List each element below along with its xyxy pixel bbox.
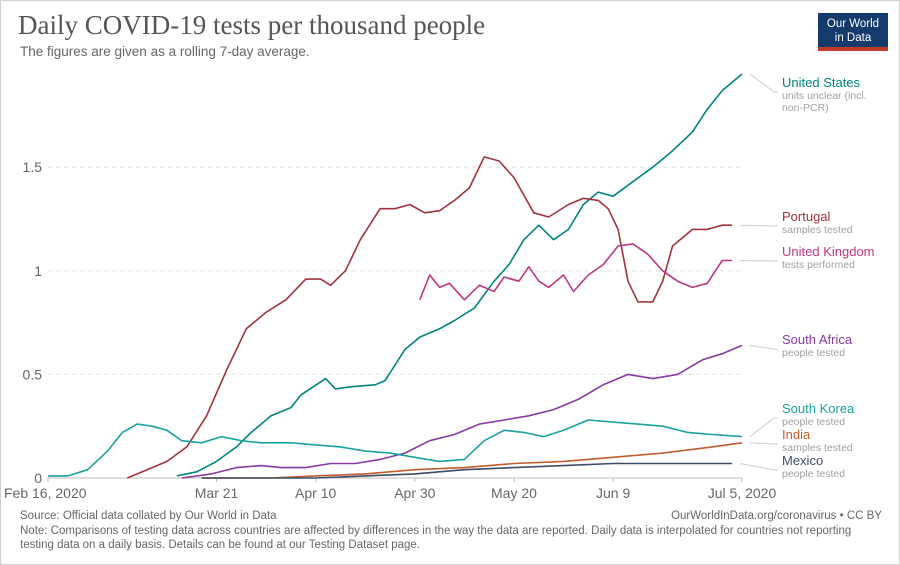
chart-title: Daily COVID-19 tests per thousand people bbox=[18, 10, 486, 40]
legend-label: Portugal bbox=[782, 209, 831, 224]
legend-label: India bbox=[782, 427, 811, 442]
legend-note-line: non-PCR) bbox=[782, 102, 829, 114]
legend-note: people tested bbox=[782, 416, 845, 428]
x-tick-label: Feb 16, 2020 bbox=[4, 485, 87, 501]
y-tick-label: 1.5 bbox=[23, 159, 43, 175]
x-tick-label: Jul 5, 2020 bbox=[708, 485, 777, 501]
series-line-south-africa bbox=[181, 344, 743, 479]
legend-note: samples tested bbox=[782, 442, 853, 454]
footnote-text: Note: Comparisons of testing data across… bbox=[20, 525, 852, 551]
series-line-united-kingdom bbox=[419, 243, 733, 301]
legend-note: units unclear (incl. non-PCR) bbox=[782, 90, 867, 114]
legend-note: tests performed bbox=[782, 259, 855, 271]
legend-connector bbox=[749, 344, 778, 350]
logo-line-2: in Data bbox=[834, 32, 872, 44]
y-tick-label: 0 bbox=[34, 470, 42, 486]
series-line-mexico bbox=[201, 462, 733, 479]
series-line-south-korea bbox=[48, 419, 743, 477]
source-text: Source: Official data collated by Our Wo… bbox=[20, 510, 277, 522]
x-tick-label: Mar 21 bbox=[195, 485, 239, 501]
legend-note: people tested bbox=[782, 347, 845, 359]
legend-note-line: units unclear (incl. bbox=[782, 90, 867, 102]
x-tick-label: Apr 10 bbox=[295, 485, 336, 501]
line-chart: 0 0.5 1 1.5 Feb 16, 2020 Mar 21 Apr 10 Apr 30 Ma… bbox=[4, 73, 875, 501]
series-line-india bbox=[201, 442, 743, 479]
legend-connector bbox=[749, 417, 778, 437]
x-tick-label: Jun 9 bbox=[596, 485, 630, 501]
legend-connector bbox=[749, 73, 778, 93]
legend-label: South Africa bbox=[782, 332, 853, 347]
legend-note: samples tested bbox=[782, 224, 853, 236]
series-line-united-states bbox=[176, 73, 743, 477]
legend-note: people tested bbox=[782, 468, 845, 480]
y-tick-label: 1 bbox=[34, 263, 42, 279]
legend-label: United Kingdom bbox=[782, 244, 875, 259]
legend-label: South Korea bbox=[782, 401, 855, 416]
legend-connector bbox=[740, 224, 778, 227]
series-line-portugal bbox=[126, 156, 733, 479]
source-url-link[interactable]: OurWorldInData.org/coronavirus • CC BY bbox=[671, 510, 882, 522]
legend-connector bbox=[740, 259, 778, 262]
legend-label: Mexico bbox=[782, 453, 823, 468]
x-tick-label: May 20 bbox=[491, 485, 537, 501]
legend-label: United States bbox=[782, 75, 861, 90]
legend-connector bbox=[749, 442, 778, 445]
legend-connector bbox=[739, 463, 778, 471]
x-tick-label: Apr 30 bbox=[394, 485, 435, 501]
y-tick-label: 0.5 bbox=[23, 366, 43, 382]
logo-line-1: Our World bbox=[826, 18, 880, 30]
owid-logo[interactable]: Our World in Data bbox=[818, 13, 888, 51]
chart-subtitle: The figures are given as a rolling 7-day… bbox=[20, 44, 310, 59]
